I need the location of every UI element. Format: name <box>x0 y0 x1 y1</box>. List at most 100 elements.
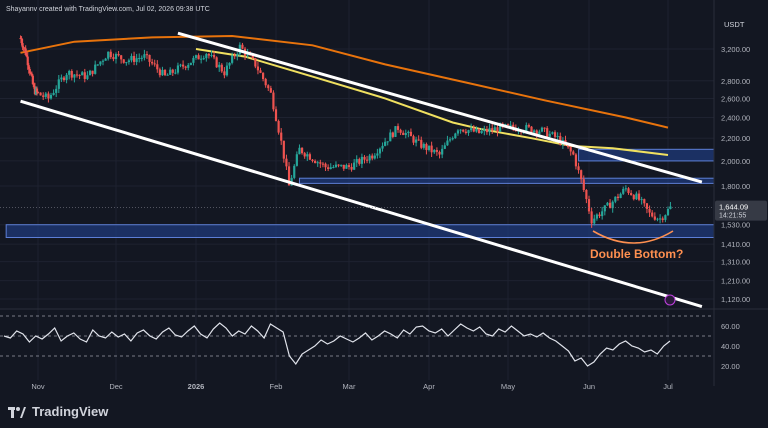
candle-body <box>669 206 672 210</box>
candle-body <box>365 159 369 161</box>
candle-body <box>280 132 283 141</box>
candle-body <box>407 131 410 134</box>
candle-body <box>533 130 536 133</box>
candle-body <box>509 124 512 126</box>
candle-body <box>259 70 262 73</box>
candle-body <box>236 54 239 57</box>
tradingview-logo[interactable]: TradingView <box>8 404 108 419</box>
candle-body <box>210 55 213 57</box>
price-tick-label: 1,410.00 <box>721 240 750 249</box>
candle-body <box>200 58 203 60</box>
candle-body <box>187 64 190 68</box>
candle-body <box>472 128 475 132</box>
time-axis-label: Mar <box>343 382 356 391</box>
price-tick-label: 2,400.00 <box>721 114 750 123</box>
candle-body <box>355 159 358 163</box>
time-axis-label: Jul <box>663 382 673 391</box>
candle-body <box>525 125 528 132</box>
candle-body <box>189 62 192 65</box>
candle-body <box>477 128 481 134</box>
candle-body <box>334 164 338 167</box>
candle-body <box>530 126 533 133</box>
candle-body <box>569 147 572 152</box>
candle-body <box>485 129 489 133</box>
candle-body <box>373 155 376 159</box>
candle-body <box>538 131 541 135</box>
candle-body <box>454 133 457 139</box>
candle-body <box>130 55 133 61</box>
candle-body <box>582 179 585 190</box>
price-tick-label: 1,310.00 <box>721 258 750 267</box>
candle-body <box>409 131 413 137</box>
candle-body <box>611 201 614 209</box>
candle-body <box>300 147 304 154</box>
candle-body <box>256 66 260 71</box>
candle-body <box>616 196 620 199</box>
candle-body <box>608 202 612 209</box>
candle-body <box>598 214 601 217</box>
candle-body <box>282 140 285 159</box>
price-tick-label: 2,800.00 <box>721 77 750 86</box>
rsi-tick-label: 60.00 <box>721 322 740 331</box>
candle-body <box>70 70 73 78</box>
candle-body <box>389 132 392 142</box>
support-resistance-zone <box>578 148 715 162</box>
candle-body <box>340 164 343 166</box>
candle-body <box>184 66 187 68</box>
candle-body <box>267 85 270 89</box>
candle-body <box>475 128 478 132</box>
candle-body <box>287 166 291 186</box>
candle-body <box>298 147 301 155</box>
candle-body <box>169 69 172 75</box>
candles <box>19 35 672 228</box>
candle-body <box>20 38 23 44</box>
candle-body <box>368 155 371 161</box>
candle-body <box>228 62 231 66</box>
candle-body <box>86 75 89 79</box>
candle-body <box>83 72 86 79</box>
candle-body <box>358 159 361 164</box>
candle-body <box>420 139 423 148</box>
candle-body <box>603 205 606 212</box>
candle-body <box>648 208 651 213</box>
candle-body <box>587 199 591 212</box>
candle-body <box>601 211 604 217</box>
candle-body <box>627 188 630 194</box>
double-bottom-label: Double Bottom? <box>590 247 683 261</box>
candle-body <box>78 74 81 76</box>
time-axis-label: May <box>501 382 515 391</box>
candle-body <box>606 202 609 206</box>
rsi-tick-label: 40.00 <box>721 342 740 351</box>
candle-body <box>577 166 580 171</box>
candle-body <box>363 156 366 160</box>
candle-body <box>543 127 546 129</box>
candle-body <box>192 57 195 63</box>
candle-body <box>402 132 405 135</box>
candle-body <box>99 61 102 65</box>
price-chart[interactable]: Double Bottom? Shayannv created with Trad… <box>0 0 768 398</box>
candle-body <box>36 91 40 93</box>
candle-body <box>223 71 226 76</box>
candle-body <box>394 126 397 137</box>
candle-body <box>21 43 24 48</box>
candle-body <box>384 141 387 146</box>
candle-body <box>404 133 407 135</box>
candle-body <box>57 79 60 89</box>
brand-name: TradingView <box>32 404 109 419</box>
candle-body <box>653 216 656 220</box>
candle-body <box>156 64 159 70</box>
candle-body <box>122 59 125 63</box>
candle-body <box>311 159 314 161</box>
candle-body <box>345 165 348 169</box>
candle-body <box>332 166 335 168</box>
event-marker-icon[interactable] <box>664 294 676 306</box>
candle-body <box>316 162 319 164</box>
candle-body <box>153 63 156 65</box>
candle-body <box>327 167 330 170</box>
candle-body <box>109 51 112 58</box>
candle-body <box>499 123 502 132</box>
candle-body <box>640 199 643 201</box>
candle-body <box>651 212 654 217</box>
candle-body <box>574 154 578 167</box>
candle-body <box>329 167 332 170</box>
